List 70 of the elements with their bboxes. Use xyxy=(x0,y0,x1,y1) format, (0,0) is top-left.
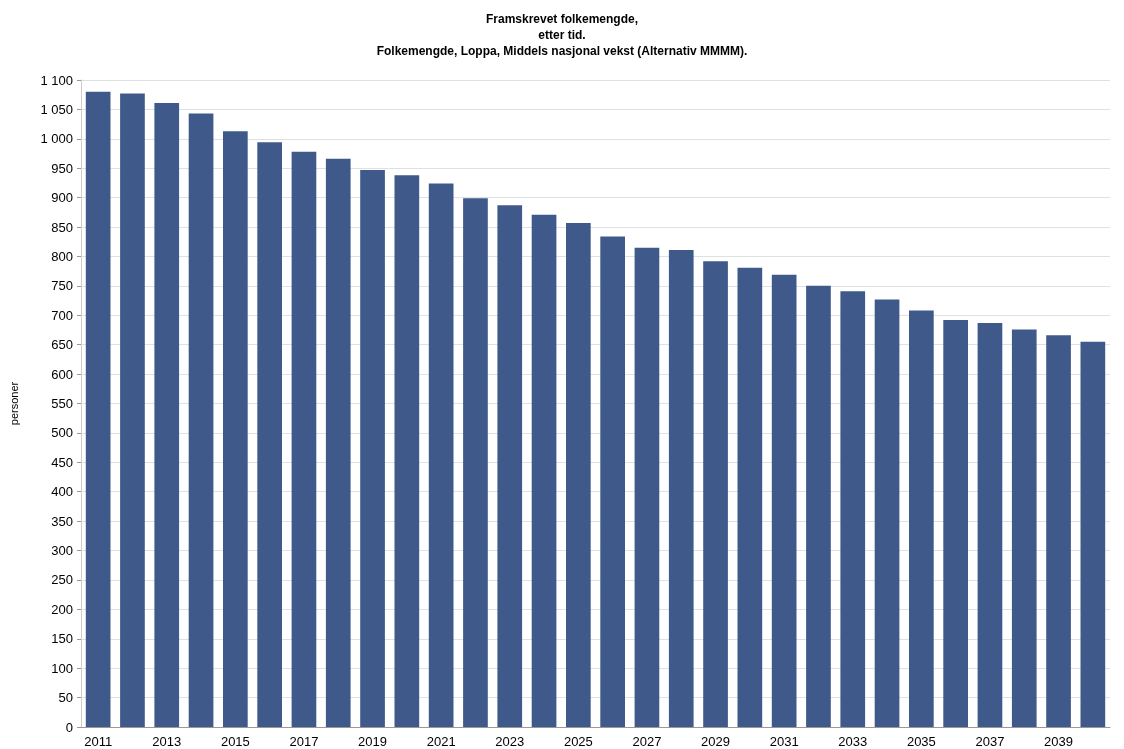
x-tick-label: 2031 xyxy=(769,734,799,749)
y-tick-label: 1 050 xyxy=(40,101,73,117)
x-tick-label: 2023 xyxy=(495,734,525,749)
bar xyxy=(291,151,317,727)
y-tick-label: 800 xyxy=(51,248,73,264)
y-tick-label: 700 xyxy=(51,307,73,323)
x-tick-label: 2029 xyxy=(701,734,731,749)
bar xyxy=(1046,335,1071,727)
x-tick-label: 2027 xyxy=(632,734,662,749)
x-tick-label: 2015 xyxy=(220,734,250,749)
bar xyxy=(257,142,282,727)
bar xyxy=(188,113,214,727)
bar xyxy=(909,310,934,727)
bar xyxy=(566,222,591,727)
y-tick-label: 300 xyxy=(51,543,73,559)
bar xyxy=(840,291,866,727)
bar xyxy=(1080,341,1106,727)
y-tick-label: 500 xyxy=(51,425,73,441)
y-tick-label: 650 xyxy=(51,337,73,353)
bar xyxy=(223,131,248,727)
x-tick-label: 2025 xyxy=(563,734,593,749)
y-axis-title: personer xyxy=(7,381,20,426)
y-tick-label: 1 000 xyxy=(40,131,73,147)
bar xyxy=(85,91,111,727)
y-tick-label: 550 xyxy=(51,396,73,411)
bar xyxy=(394,175,420,727)
bar xyxy=(737,267,763,727)
bar xyxy=(634,247,660,727)
x-tick-label: 2033 xyxy=(838,734,868,749)
y-tick-label: 950 xyxy=(51,160,73,176)
y-tick-label: 50 xyxy=(58,690,73,706)
y-tick-label: 400 xyxy=(51,484,73,500)
x-tick-label: 2011 xyxy=(84,734,113,749)
y-tick-label: 0 xyxy=(65,719,73,735)
y-tick-label: 200 xyxy=(51,601,73,617)
y-tick-label: 900 xyxy=(51,190,73,206)
bar xyxy=(154,102,180,727)
bar xyxy=(943,319,968,727)
y-tick-label: 600 xyxy=(51,366,73,382)
x-tick-label: 2039 xyxy=(1044,734,1074,749)
bar xyxy=(1011,329,1037,727)
bar xyxy=(703,261,728,727)
bar xyxy=(360,169,385,727)
x-tick-label: 2037 xyxy=(975,734,1005,749)
bar xyxy=(531,214,557,727)
y-tick-label: 450 xyxy=(51,454,73,470)
y-tick-label: 750 xyxy=(51,278,73,294)
bar xyxy=(463,198,488,727)
x-tick-label: 2035 xyxy=(906,734,936,749)
bar xyxy=(428,183,454,727)
y-tick-label: 150 xyxy=(51,631,73,647)
x-tick-label: 2019 xyxy=(358,734,388,749)
bar xyxy=(977,322,1003,727)
x-tick-label: 2017 xyxy=(289,734,319,749)
bar xyxy=(120,93,145,727)
bar xyxy=(806,285,831,727)
y-tick-label: 100 xyxy=(51,660,73,676)
bar xyxy=(771,274,797,727)
bar xyxy=(668,249,694,727)
bar xyxy=(325,158,351,727)
y-tick-label: 350 xyxy=(51,513,73,529)
y-tick-label: 1 100 xyxy=(40,72,73,88)
x-tick-label: 2013 xyxy=(152,734,182,749)
x-tick-label: 2021 xyxy=(426,734,456,749)
bar xyxy=(600,236,625,727)
chart-title: Framskrevet folkemengde, etter tid. Folkemengde, Loppa, Middels nasjonal vekst (Alternativ MMMM). xyxy=(376,12,748,58)
bar xyxy=(497,205,523,727)
y-tick-label: 250 xyxy=(51,572,73,588)
y-tick-label: 850 xyxy=(51,219,73,235)
bar xyxy=(874,299,900,727)
